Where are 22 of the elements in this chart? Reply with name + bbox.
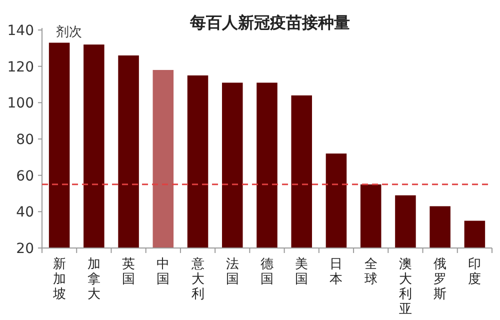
x-tick-label: 俄罗斯: [434, 257, 447, 302]
x-tick-label: 全球: [364, 257, 378, 287]
x-tick-label: 加拿大: [87, 257, 100, 302]
x-tick-label: 法国: [226, 257, 239, 287]
y-tick-label: 20: [16, 241, 34, 257]
x-tick-label: 日本: [330, 257, 343, 287]
y-tick-label: 120: [7, 59, 34, 76]
x-tick-label: 意大利: [190, 257, 204, 302]
x-tick-label: 德国: [260, 257, 274, 287]
x-tick-label: 印度: [468, 257, 482, 287]
x-tick-label: 美国: [295, 256, 308, 287]
chart-title: 每百人新冠疫苗接种量: [189, 13, 350, 32]
x-tick-label: 英国: [122, 257, 136, 287]
y-tick-label: 40: [16, 204, 34, 221]
y-axis-title: 剂次: [56, 24, 82, 40]
y-tick-label: 100: [7, 96, 34, 112]
x-tick-label: 新加坡: [52, 257, 66, 302]
x-tick-label: 中国: [156, 257, 170, 287]
x-tick-label: 澳大利亚: [398, 257, 412, 317]
y-tick-label: 80: [16, 132, 34, 148]
y-tick-label: 60: [16, 168, 34, 184]
y-tick-label: 140: [7, 23, 34, 39]
